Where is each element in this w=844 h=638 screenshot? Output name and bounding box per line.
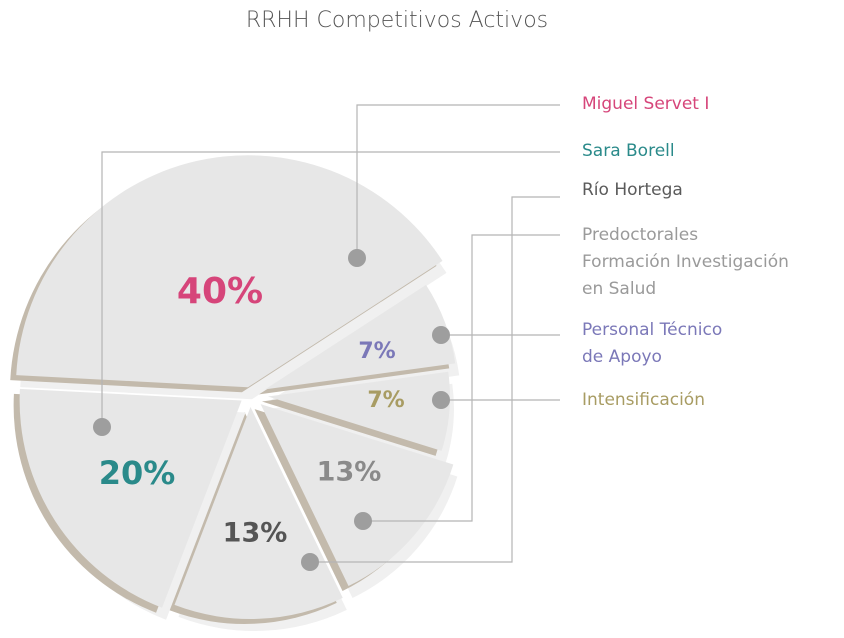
value-label: 13% [223, 518, 288, 549]
legend-label: Río Hortega [582, 180, 683, 200]
slice [16, 155, 443, 388]
legend-label: Sara Borell [582, 141, 675, 161]
slice [267, 371, 450, 451]
slice [174, 406, 343, 619]
slice [19, 388, 242, 608]
marker-dot [354, 512, 372, 530]
slice [264, 284, 456, 390]
leader-line [363, 234, 560, 522]
leader-line [101, 151, 560, 427]
marker-dot [301, 553, 319, 571]
marker-dot [348, 249, 366, 267]
value-label: 7% [367, 388, 404, 413]
slice [260, 404, 454, 587]
marker-dot [432, 326, 450, 344]
leader-line [310, 196, 560, 563]
chart-title: RRHH Competitivos Activos [245, 8, 549, 33]
value-label: 13% [317, 457, 382, 488]
legend-label: Miguel Servet I [582, 94, 710, 114]
value-label: 20% [99, 454, 176, 492]
legend-label: Intensificación [582, 390, 705, 410]
marker-dot [432, 391, 450, 409]
marker-dot [93, 418, 111, 436]
legend-label: Personal Técnico de Apoyo [582, 320, 723, 367]
leader-line [356, 104, 560, 258]
value-label: 40% [177, 271, 263, 312]
value-label: 7% [358, 339, 395, 364]
legend-label: Predoctorales Formación Investigación en… [582, 225, 789, 299]
